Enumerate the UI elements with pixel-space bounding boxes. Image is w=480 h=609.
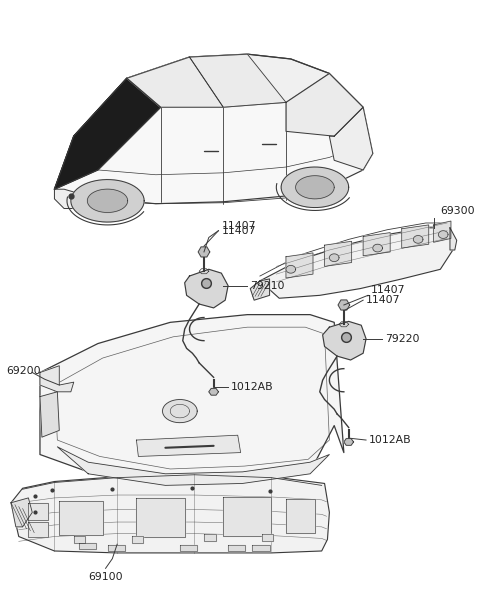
Polygon shape	[373, 244, 383, 252]
Text: 1012AB: 1012AB	[231, 382, 274, 392]
Text: 11407: 11407	[371, 286, 406, 295]
Polygon shape	[185, 269, 228, 308]
Polygon shape	[450, 228, 456, 250]
Text: 11407: 11407	[366, 295, 400, 305]
Polygon shape	[132, 535, 143, 543]
Polygon shape	[223, 497, 272, 535]
Polygon shape	[363, 233, 390, 256]
Text: 69300: 69300	[440, 206, 475, 216]
Polygon shape	[54, 54, 373, 203]
Text: 79210: 79210	[250, 281, 285, 290]
Text: 79220: 79220	[385, 334, 420, 343]
Polygon shape	[413, 236, 423, 243]
Polygon shape	[54, 189, 98, 208]
Polygon shape	[28, 503, 48, 520]
Polygon shape	[344, 438, 353, 445]
Polygon shape	[87, 189, 128, 213]
Polygon shape	[28, 522, 48, 537]
Polygon shape	[71, 180, 144, 222]
Polygon shape	[260, 228, 453, 298]
Polygon shape	[329, 254, 339, 262]
Polygon shape	[11, 474, 329, 553]
Polygon shape	[438, 231, 448, 238]
Polygon shape	[54, 79, 161, 189]
Polygon shape	[324, 241, 351, 266]
Text: 11407: 11407	[221, 226, 256, 236]
Polygon shape	[40, 392, 59, 437]
Polygon shape	[180, 545, 197, 551]
Polygon shape	[190, 54, 286, 107]
Polygon shape	[204, 533, 216, 541]
Polygon shape	[250, 279, 270, 300]
Text: 69200: 69200	[6, 365, 41, 376]
Polygon shape	[11, 498, 32, 527]
Polygon shape	[402, 225, 429, 248]
Polygon shape	[108, 545, 125, 551]
Polygon shape	[209, 389, 218, 395]
Polygon shape	[286, 266, 296, 273]
Polygon shape	[323, 322, 366, 360]
Polygon shape	[136, 498, 185, 537]
Polygon shape	[262, 533, 274, 541]
Text: 1012AB: 1012AB	[369, 435, 411, 445]
Text: 11407: 11407	[0, 608, 1, 609]
Polygon shape	[286, 253, 313, 278]
Polygon shape	[57, 447, 329, 485]
Polygon shape	[127, 54, 329, 107]
Polygon shape	[40, 366, 74, 392]
Polygon shape	[286, 499, 315, 533]
Polygon shape	[296, 176, 334, 199]
Polygon shape	[163, 400, 197, 423]
Polygon shape	[228, 545, 245, 551]
Polygon shape	[338, 300, 349, 310]
Polygon shape	[433, 221, 451, 242]
Text: 69100: 69100	[88, 572, 123, 582]
Polygon shape	[286, 74, 363, 136]
Polygon shape	[329, 107, 373, 170]
Polygon shape	[281, 167, 348, 208]
Polygon shape	[74, 535, 85, 543]
Polygon shape	[79, 543, 96, 549]
Text: 11407: 11407	[0, 608, 1, 609]
Polygon shape	[252, 545, 270, 551]
Text: 11407: 11407	[221, 220, 256, 231]
Polygon shape	[40, 315, 344, 484]
Polygon shape	[59, 501, 103, 535]
Polygon shape	[198, 247, 210, 257]
Polygon shape	[136, 435, 240, 456]
Polygon shape	[127, 57, 223, 107]
